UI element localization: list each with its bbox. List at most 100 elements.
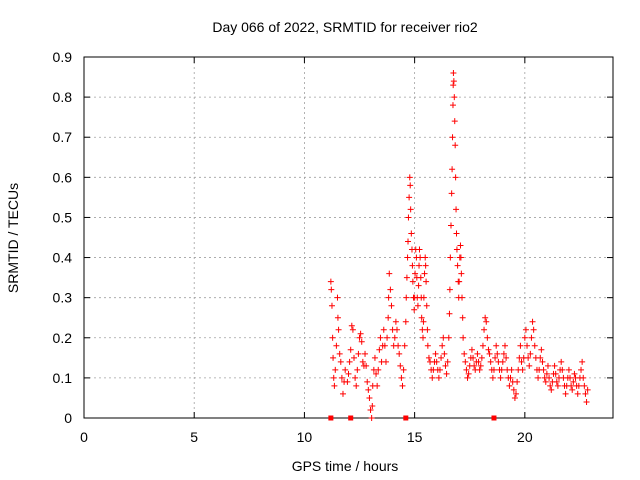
data-point bbox=[438, 354, 445, 361]
data-point bbox=[385, 314, 392, 321]
data-point bbox=[333, 342, 340, 349]
data-point bbox=[571, 370, 578, 377]
data-point bbox=[447, 222, 454, 229]
data-point bbox=[579, 358, 586, 365]
data-point bbox=[451, 94, 458, 101]
data-point bbox=[435, 374, 442, 381]
data-point bbox=[462, 358, 469, 365]
data-point bbox=[485, 346, 492, 353]
data-point bbox=[420, 294, 427, 301]
data-point bbox=[479, 342, 486, 349]
data-point bbox=[501, 342, 508, 349]
data-point bbox=[527, 350, 534, 357]
data-point bbox=[456, 278, 463, 285]
data-point bbox=[353, 382, 360, 389]
data-point bbox=[521, 334, 528, 341]
data-point bbox=[388, 302, 395, 309]
data-point bbox=[417, 254, 424, 261]
data-point bbox=[578, 366, 585, 373]
data-point bbox=[487, 358, 494, 365]
data-point bbox=[423, 302, 430, 309]
data-point bbox=[398, 374, 405, 381]
data-point bbox=[362, 350, 369, 357]
data-point bbox=[373, 370, 380, 377]
data-point bbox=[454, 262, 461, 269]
data-point bbox=[415, 282, 422, 289]
data-point bbox=[584, 386, 591, 393]
data-point bbox=[332, 366, 339, 373]
data-point bbox=[529, 318, 536, 325]
data-point bbox=[498, 366, 505, 373]
data-point bbox=[450, 70, 457, 77]
data-point bbox=[395, 342, 402, 349]
data-point bbox=[385, 294, 392, 301]
data-point bbox=[449, 166, 456, 173]
data-point bbox=[575, 382, 582, 389]
data-point bbox=[342, 366, 349, 373]
data-point bbox=[425, 354, 432, 361]
data-point bbox=[474, 350, 481, 357]
data-point bbox=[399, 382, 406, 389]
data-point bbox=[506, 382, 513, 389]
x-tick-label: 20 bbox=[517, 429, 533, 445]
data-point bbox=[440, 334, 447, 341]
data-point bbox=[511, 394, 518, 401]
data-point bbox=[503, 354, 510, 361]
data-point bbox=[446, 286, 453, 293]
data-point bbox=[422, 254, 429, 261]
data-point bbox=[400, 366, 407, 373]
data-point bbox=[543, 370, 550, 377]
x-tick-label: 5 bbox=[190, 429, 198, 445]
data-point bbox=[581, 382, 588, 389]
data-point bbox=[366, 394, 373, 401]
data-point bbox=[446, 310, 453, 317]
data-point bbox=[408, 230, 415, 237]
x-tick-label: 0 bbox=[80, 429, 88, 445]
data-point bbox=[508, 366, 515, 373]
data-point bbox=[486, 350, 493, 357]
data-point bbox=[450, 82, 457, 89]
data-point bbox=[347, 346, 354, 353]
data-point bbox=[548, 386, 555, 393]
data-point bbox=[371, 354, 378, 361]
data-point bbox=[510, 386, 517, 393]
bottom-marker bbox=[403, 415, 409, 421]
data-point bbox=[334, 294, 341, 301]
data-point bbox=[391, 334, 398, 341]
data-point bbox=[447, 254, 454, 261]
data-point bbox=[492, 354, 499, 361]
data-point bbox=[423, 278, 430, 285]
data-point bbox=[335, 326, 342, 333]
data-point bbox=[459, 314, 466, 321]
data-point bbox=[381, 342, 388, 349]
data-point bbox=[382, 358, 389, 365]
data-point bbox=[483, 318, 490, 325]
data-point bbox=[349, 326, 356, 333]
data-point bbox=[330, 374, 337, 381]
data-point bbox=[339, 390, 346, 397]
data-point bbox=[459, 294, 466, 301]
data-point bbox=[489, 374, 496, 381]
data-point bbox=[570, 378, 577, 385]
data-point bbox=[497, 374, 504, 381]
data-point bbox=[540, 366, 547, 373]
data-point bbox=[465, 370, 472, 377]
data-point bbox=[544, 362, 551, 369]
data-point bbox=[568, 382, 575, 389]
data-point bbox=[403, 274, 410, 281]
plot-frame bbox=[83, 56, 614, 419]
data-points bbox=[327, 70, 591, 421]
y-tick-label: 0.6 bbox=[53, 169, 73, 185]
data-point bbox=[569, 386, 576, 393]
data-point bbox=[463, 366, 470, 373]
data-point bbox=[448, 190, 455, 197]
data-point bbox=[405, 238, 412, 245]
data-point bbox=[334, 314, 341, 321]
data-point bbox=[424, 342, 431, 349]
data-point bbox=[562, 390, 569, 397]
data-point bbox=[348, 322, 355, 329]
data-point bbox=[468, 346, 475, 353]
data-point bbox=[441, 350, 448, 357]
data-point bbox=[500, 350, 507, 357]
